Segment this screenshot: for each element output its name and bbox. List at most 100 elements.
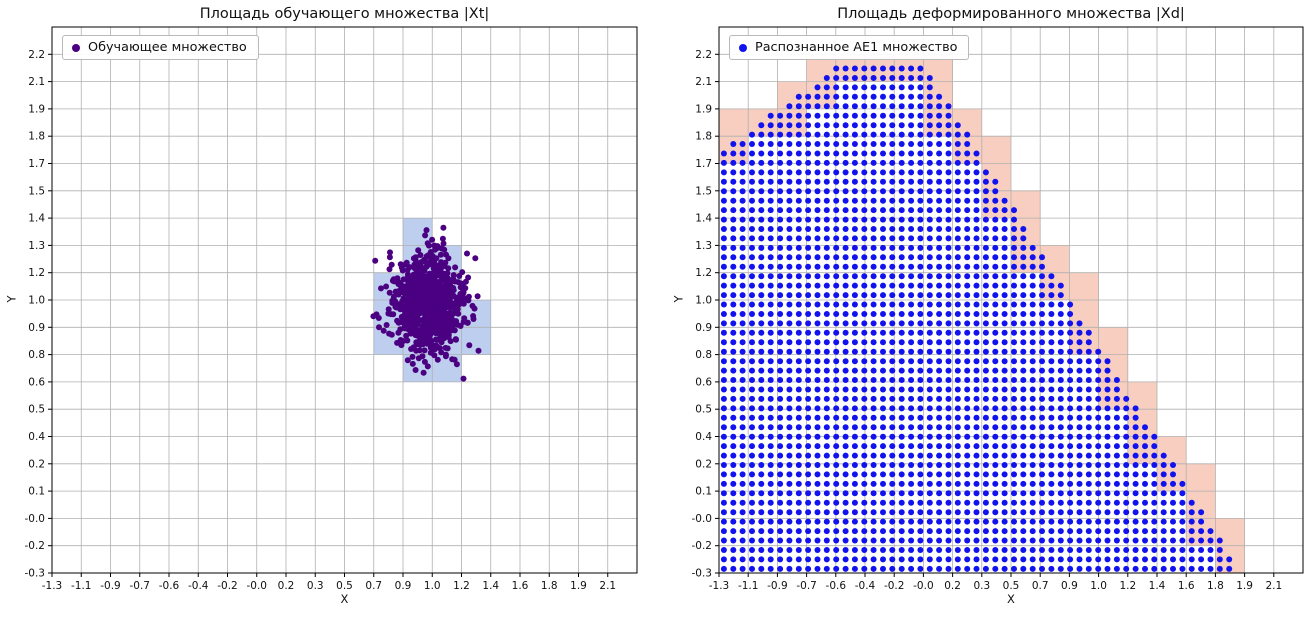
- data-point: [814, 518, 821, 525]
- data-point: [842, 377, 849, 383]
- data-point: [720, 169, 727, 176]
- data-point: [842, 301, 849, 308]
- data-point: [945, 216, 952, 223]
- data-point: [758, 197, 765, 204]
- data-point: [936, 348, 943, 355]
- data-point: [982, 188, 989, 195]
- data-point: [1132, 565, 1139, 572]
- data-point: [1001, 528, 1008, 535]
- data-point: [1095, 377, 1102, 383]
- data-point: [730, 320, 737, 327]
- data-point: [814, 405, 821, 412]
- data-point: [992, 216, 999, 223]
- data-point: [767, 556, 774, 563]
- data-point: [861, 320, 868, 327]
- data-point: [833, 547, 840, 553]
- data-point: [992, 226, 999, 232]
- data-point: [1029, 528, 1036, 535]
- data-point: [1207, 547, 1214, 553]
- data-point: [795, 509, 802, 516]
- data-point: [814, 499, 821, 506]
- x-tick-label: 0.5: [336, 580, 353, 592]
- data-point: [749, 490, 755, 497]
- data-point: [992, 518, 999, 525]
- data-point: [758, 329, 765, 336]
- data-point: [1029, 358, 1036, 365]
- data-point: [1001, 273, 1008, 280]
- data-point: [954, 367, 961, 374]
- data-point: [1048, 329, 1055, 336]
- data-point: [1011, 452, 1017, 459]
- data-point: [833, 462, 840, 468]
- data-point: [749, 141, 755, 147]
- data-point: [767, 424, 774, 431]
- data-point: [720, 462, 727, 468]
- data-point: [1001, 424, 1008, 431]
- data-point: [1179, 537, 1186, 544]
- data-point: [917, 348, 924, 355]
- highlight-cell: [1011, 190, 1041, 219]
- data-point: [749, 556, 755, 563]
- data-point: [795, 490, 802, 497]
- data-point: [1095, 462, 1102, 468]
- data-point: [898, 367, 905, 374]
- data-point: [399, 298, 406, 305]
- data-point: [908, 273, 915, 280]
- data-point: [1039, 386, 1045, 393]
- data-point: [889, 518, 896, 525]
- data-point: [426, 324, 433, 331]
- data-point: [870, 443, 877, 450]
- data-point: [1188, 556, 1195, 563]
- data-point: [805, 159, 812, 166]
- data-point: [1123, 395, 1130, 402]
- data-point: [851, 197, 858, 204]
- data-point: [767, 367, 774, 374]
- data-point: [954, 433, 961, 440]
- data-point: [954, 509, 961, 516]
- data-point: [1057, 282, 1064, 289]
- data-point: [861, 367, 868, 374]
- data-point: [842, 207, 849, 214]
- data-point: [1048, 537, 1055, 544]
- data-point: [758, 169, 765, 176]
- data-point: [870, 395, 877, 402]
- data-point: [982, 339, 989, 346]
- data-point: [730, 301, 737, 308]
- data-point: [870, 358, 877, 365]
- data-point: [945, 377, 952, 383]
- data-point: [870, 226, 877, 232]
- data-point: [1057, 377, 1064, 383]
- data-point: [973, 216, 980, 223]
- data-point: [749, 169, 755, 176]
- data-point: [889, 405, 896, 412]
- data-point: [945, 169, 952, 176]
- data-point: [720, 452, 727, 459]
- data-point: [749, 178, 755, 185]
- data-point: [1067, 537, 1074, 544]
- data-point: [1085, 424, 1092, 431]
- data-point: [758, 188, 765, 195]
- data-point: [786, 235, 793, 242]
- data-point: [917, 320, 924, 327]
- data-point: [1123, 528, 1130, 535]
- data-point: [982, 471, 989, 478]
- data-point: [936, 122, 943, 129]
- data-point: [767, 320, 774, 327]
- data-point: [861, 386, 868, 393]
- data-point: [964, 282, 971, 289]
- data-point: [411, 261, 418, 268]
- data-point: [833, 292, 840, 299]
- data-point: [917, 499, 924, 506]
- data-point: [805, 395, 812, 402]
- data-point: [1179, 547, 1186, 553]
- data-point: [880, 244, 886, 251]
- data-point: [823, 414, 830, 421]
- data-point: [730, 386, 737, 393]
- data-point: [758, 150, 765, 157]
- data-point: [730, 216, 737, 223]
- axes-border: [51, 26, 638, 574]
- data-point: [1039, 282, 1045, 289]
- data-point: [908, 320, 915, 327]
- data-point: [917, 159, 924, 166]
- data-point: [889, 452, 896, 459]
